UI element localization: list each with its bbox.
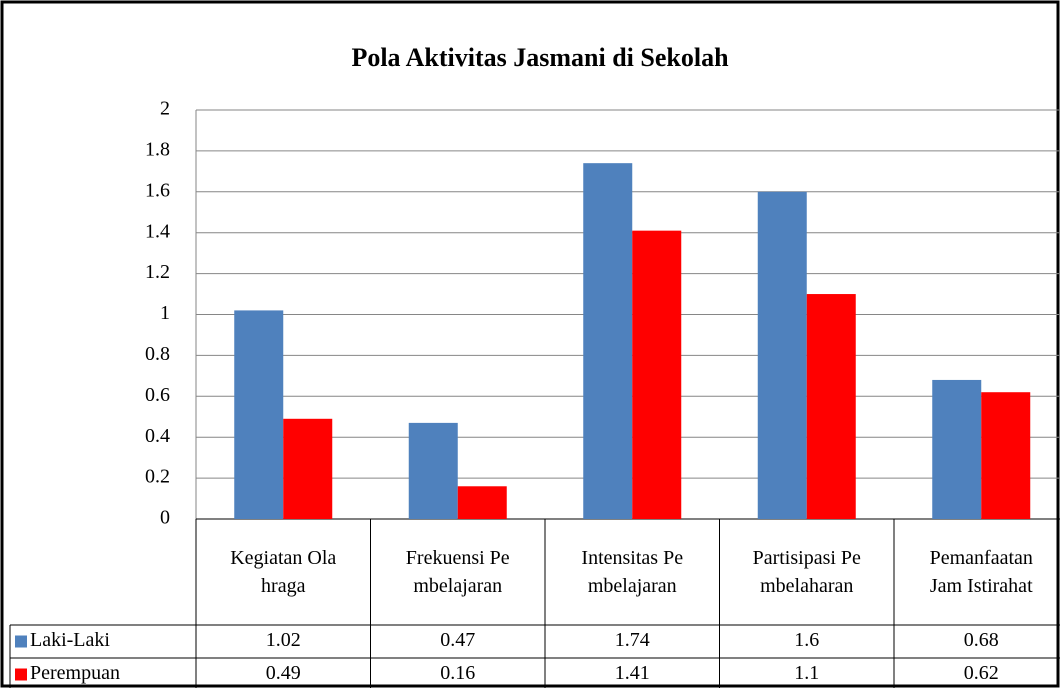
y-tick-label: 1.4 bbox=[145, 220, 170, 242]
y-tick-label: 1.6 bbox=[145, 179, 170, 201]
x-tick-label: Intensitas Pembelajaran bbox=[581, 547, 684, 597]
bar bbox=[806, 294, 856, 519]
y-tick-label: 0.4 bbox=[145, 425, 170, 447]
x-tick-label-box: Kegiatan Olahraga bbox=[230, 547, 337, 597]
bar bbox=[932, 379, 982, 519]
y-tick-label: 0 bbox=[160, 507, 170, 529]
legend-swatch bbox=[15, 635, 27, 648]
bar bbox=[234, 310, 284, 519]
x-tick-label: Kegiatan Olahraga bbox=[230, 547, 337, 597]
legend-swatch bbox=[15, 668, 27, 681]
table-value: 1.02 bbox=[266, 629, 301, 651]
y-tick-label: 0.6 bbox=[145, 384, 170, 406]
bar bbox=[283, 418, 333, 519]
bar bbox=[632, 230, 682, 519]
x-tick-label: Pemanfaatan Jam Istirahat bbox=[929, 547, 1033, 597]
table-value: 1.74 bbox=[615, 629, 650, 651]
y-tick-label: 0.2 bbox=[145, 466, 170, 488]
y-tick-label: 1.2 bbox=[145, 261, 170, 283]
table-value: 0.47 bbox=[440, 629, 475, 651]
chart-title: Pola Aktivitas Jasmani di Sekolah bbox=[351, 43, 729, 72]
bar bbox=[757, 191, 807, 520]
table-value: 0.49 bbox=[266, 662, 301, 684]
bar bbox=[583, 163, 633, 520]
table-value: 1.41 bbox=[615, 662, 650, 684]
bar bbox=[457, 486, 507, 519]
legend-label: Perempuan bbox=[30, 662, 120, 684]
table-value: 0.68 bbox=[964, 629, 999, 651]
x-tick-label-box: Intensitas Pembelajaran bbox=[581, 547, 684, 597]
bar bbox=[408, 422, 458, 519]
y-tick-label: 2 bbox=[160, 98, 170, 120]
table-value: 0.16 bbox=[440, 662, 475, 684]
x-tick-label-box: Frekuensi Pembelajaran bbox=[405, 547, 510, 597]
x-tick-label-box: Partisipasi Pembelaharan bbox=[752, 547, 861, 597]
table-value: 1.1 bbox=[794, 662, 819, 684]
legend-label: Laki-Laki bbox=[30, 629, 110, 651]
table-value: 0.62 bbox=[964, 662, 999, 684]
bar bbox=[981, 392, 1031, 519]
y-tick-label: 1.8 bbox=[145, 138, 170, 160]
x-tick-label: Partisipasi Pembelaharan bbox=[752, 547, 861, 597]
x-tick-label-box: Pemanfaatan Jam Istirahat bbox=[929, 547, 1033, 597]
y-tick-label: 0.8 bbox=[145, 343, 170, 365]
table-value: 1.6 bbox=[794, 629, 819, 651]
x-tick-label: Frekuensi Pembelajaran bbox=[405, 547, 510, 597]
y-tick-label: 1 bbox=[160, 302, 170, 324]
